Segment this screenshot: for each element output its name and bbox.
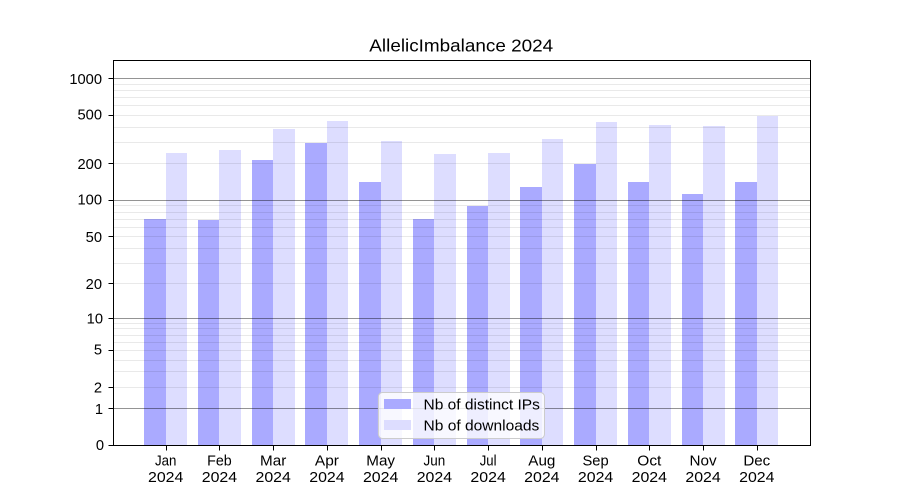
svg-text:2024: 2024 [685, 470, 720, 486]
svg-text:2024: 2024 [578, 470, 613, 486]
svg-text:Nb of downloads: Nb of downloads [424, 418, 540, 434]
svg-text:Aug: Aug [528, 454, 555, 470]
svg-text:Jul: Jul [480, 454, 497, 470]
svg-text:Jun: Jun [424, 454, 446, 470]
svg-text:2024: 2024 [632, 470, 667, 486]
svg-text:0: 0 [96, 438, 104, 454]
svg-text:500: 500 [77, 108, 102, 124]
svg-text:2024: 2024 [148, 470, 183, 486]
svg-text:2024: 2024 [363, 470, 398, 486]
svg-text:Jan: Jan [155, 454, 176, 470]
svg-text:2: 2 [94, 380, 102, 396]
svg-text:Sep: Sep [583, 454, 609, 470]
svg-text:2024: 2024 [470, 470, 505, 486]
svg-text:Dec: Dec [743, 454, 770, 470]
svg-text:2024: 2024 [417, 470, 452, 486]
svg-text:1: 1 [95, 402, 103, 418]
svg-text:100: 100 [77, 193, 102, 209]
svg-text:Apr: Apr [315, 454, 339, 470]
svg-text:200: 200 [77, 157, 102, 173]
svg-text:2024: 2024 [255, 470, 290, 486]
svg-text:May: May [366, 454, 395, 470]
svg-text:20: 20 [86, 277, 102, 293]
svg-text:2024: 2024 [739, 470, 774, 486]
svg-text:Nov: Nov [690, 454, 718, 470]
svg-text:5: 5 [94, 343, 102, 359]
svg-text:Nb of distinct IPs: Nb of distinct IPs [424, 397, 540, 413]
svg-text:2024: 2024 [524, 470, 559, 486]
svg-text:10: 10 [87, 311, 103, 327]
svg-text:50: 50 [86, 230, 102, 246]
svg-text:1000: 1000 [69, 72, 102, 88]
svg-text:Oct: Oct [637, 454, 661, 470]
svg-text:2024: 2024 [202, 470, 237, 486]
svg-text:Feb: Feb [207, 454, 232, 470]
svg-text:2024: 2024 [309, 470, 344, 486]
svg-text:Mar: Mar [260, 454, 286, 470]
svg-text:AllelicImbalance 2024: AllelicImbalance 2024 [369, 35, 553, 55]
